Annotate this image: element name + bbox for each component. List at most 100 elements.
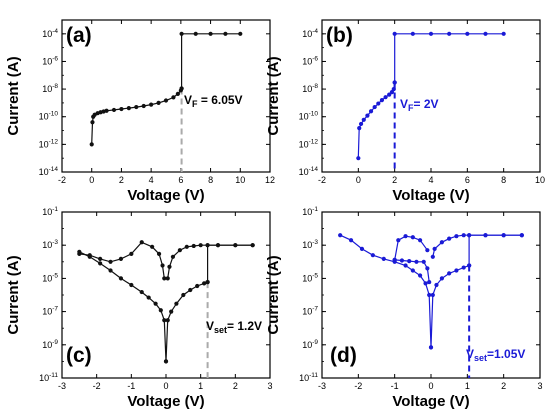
data-point — [379, 97, 385, 103]
data-point — [139, 289, 144, 295]
y-tick-exponent: -4 — [312, 28, 318, 35]
data-point — [146, 295, 151, 300]
y-tick-base: 10 — [42, 56, 52, 66]
data-point — [407, 259, 412, 264]
y-tick-exponent: -3 — [52, 239, 58, 246]
x-axis-label: Voltage (V) — [392, 187, 469, 204]
data-point — [427, 292, 432, 298]
y-tick-base: 10 — [42, 273, 52, 283]
data-point — [410, 235, 415, 240]
annotation-main: V — [206, 319, 214, 333]
y-tick-exponent: -11 — [49, 372, 58, 379]
annotation-value: =1.05V — [487, 347, 525, 361]
x-tick-label: -1 — [391, 381, 399, 391]
data-point — [430, 254, 435, 259]
data-point — [169, 309, 174, 314]
data-point — [141, 103, 146, 109]
y-tick-exponent: -6 — [312, 55, 318, 62]
x-tick-label: 12 — [265, 175, 275, 185]
y-axis-label: Current (A) — [265, 56, 282, 135]
data-point — [202, 281, 207, 286]
data-point — [90, 120, 95, 125]
data-point — [423, 281, 428, 286]
data-point — [392, 257, 397, 263]
voltage-annotation: Vset= 1.2V — [206, 319, 262, 335]
y-tick-exponent: -1 — [52, 206, 58, 213]
series-line — [181, 33, 241, 89]
data-point — [126, 106, 131, 111]
y-tick-exponent: -4 — [52, 28, 58, 35]
y-tick-base: 10 — [42, 29, 52, 39]
x-tick-label: 1 — [465, 381, 470, 391]
data-point — [233, 243, 238, 248]
y-tick-base: 10 — [302, 240, 312, 250]
annotation-subscript: F — [192, 99, 198, 109]
y-tick-exponent: -11 — [309, 372, 318, 379]
y-tick-label: 10-1 — [302, 206, 318, 217]
annotation-subscript: set — [214, 325, 227, 335]
data-point — [167, 264, 172, 269]
y-tick-base: 10 — [42, 240, 52, 250]
data-point — [391, 86, 396, 92]
data-point — [418, 238, 423, 243]
y-tick-label: 10-8 — [302, 83, 318, 94]
y-tick-label: 10-3 — [42, 239, 58, 250]
data-point — [238, 31, 243, 36]
data-point — [519, 233, 524, 238]
x-tick-label: 8 — [501, 175, 506, 185]
plot-frame — [61, 19, 271, 173]
series-line — [339, 234, 432, 348]
y-tick-label: 10-9 — [42, 339, 58, 350]
data-point — [179, 86, 184, 91]
y-tick-base: 10 — [302, 29, 312, 39]
y-tick-label: 10-10 — [39, 111, 59, 122]
data-point — [359, 246, 365, 251]
panel-label: (a) — [66, 24, 92, 47]
data-point — [108, 259, 113, 264]
y-tick-label: 10-10 — [299, 111, 319, 122]
y-tick-base: 10 — [302, 273, 312, 283]
x-tick-label: -2 — [93, 381, 101, 391]
x-tick-label: 0 — [163, 381, 168, 391]
data-point — [98, 256, 103, 261]
x-tick-label: 8 — [208, 175, 213, 185]
data-point — [208, 31, 213, 36]
data-point — [396, 238, 401, 243]
x-tick-label: 4 — [428, 175, 433, 185]
x-tick-label: 2 — [501, 381, 506, 391]
data-point — [465, 31, 470, 36]
data-point — [403, 263, 408, 268]
x-tick-label: 2 — [233, 381, 238, 391]
data-point — [348, 238, 354, 243]
y-tick-label: 10-14 — [39, 166, 59, 177]
data-point — [184, 244, 189, 249]
x-tick-label: 2 — [392, 175, 397, 185]
data-point — [119, 106, 124, 112]
data-point — [501, 233, 506, 238]
x-axis-label: Voltage (V) — [127, 393, 204, 410]
data-point — [205, 279, 210, 285]
data-point — [156, 251, 162, 256]
y-tick-exponent: -7 — [52, 306, 58, 313]
plot-frame — [321, 19, 541, 173]
y-tick-label: 10-6 — [302, 55, 318, 66]
data-point — [428, 31, 434, 36]
y-tick-label: 10-5 — [302, 272, 318, 283]
y-tick-base: 10 — [39, 112, 49, 122]
x-axis-label: Voltage (V) — [127, 187, 204, 204]
data-point — [483, 233, 488, 238]
panel-c: -3 -2 -1 0 1 2 310-1110-910-710-510-310-1Volta… — [5, 206, 273, 410]
data-point — [461, 233, 466, 238]
data-point — [439, 276, 444, 281]
voltage-annotation: Vset=1.05V — [466, 347, 525, 363]
data-point — [108, 268, 113, 273]
data-point — [118, 256, 124, 261]
data-point — [432, 246, 437, 251]
data-point — [447, 31, 452, 36]
data-point — [376, 101, 381, 106]
series-line — [165, 281, 208, 362]
y-tick-base: 10 — [42, 207, 52, 217]
y-tick-label: 10-11 — [299, 372, 318, 383]
x-tick-label: -3 — [58, 381, 66, 391]
